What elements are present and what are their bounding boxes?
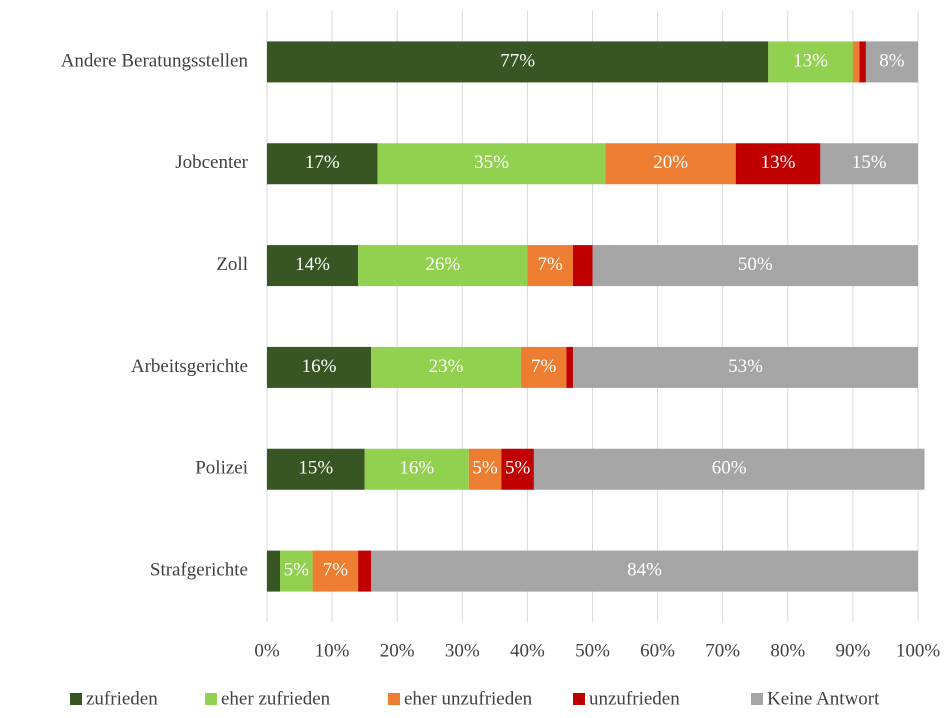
- data-label: 23%: [429, 356, 464, 377]
- data-label: 15%: [298, 458, 333, 479]
- legend-label: eher zufrieden: [221, 688, 331, 709]
- y-tick-label: Polizei: [195, 458, 248, 479]
- data-label: 7%: [323, 559, 349, 580]
- bar-segment: [852, 41, 860, 83]
- bar-segment: [358, 245, 528, 287]
- data-label: 7%: [531, 356, 557, 377]
- y-tick-label: Andere Beratungsstellen: [61, 50, 249, 71]
- bar-segment: [267, 346, 372, 388]
- data-label: 16%: [399, 458, 434, 479]
- bar-segment: [572, 346, 918, 388]
- bar-segment: [735, 143, 821, 185]
- x-tick-label: 40%: [510, 640, 545, 661]
- x-tick-label: 100%: [896, 640, 941, 661]
- x-tick-label: 50%: [575, 640, 610, 661]
- bar-segment: [572, 245, 593, 287]
- data-label: 8%: [879, 50, 905, 71]
- data-label: 5%: [505, 458, 531, 479]
- x-tick-label: 0%: [254, 640, 280, 661]
- bar-segment: [267, 143, 378, 185]
- data-label: 60%: [712, 458, 747, 479]
- bar-segment: [267, 41, 769, 83]
- legend-label: Keine Antwort: [767, 688, 880, 709]
- bar-segment: [820, 143, 918, 185]
- bar-segment: [312, 550, 359, 592]
- data-label: 17%: [305, 152, 340, 173]
- bar-segment: [377, 143, 606, 185]
- y-tick-label: Arbeitsgerichte: [131, 356, 248, 377]
- bar-segment: [468, 448, 502, 490]
- bar-segment: [533, 448, 925, 490]
- x-tick-label: 90%: [835, 640, 870, 661]
- bar-segment: [280, 550, 313, 592]
- data-label: 13%: [793, 50, 828, 71]
- data-label: 20%: [653, 152, 688, 173]
- x-tick-label: 20%: [380, 640, 415, 661]
- legend-swatch: [205, 693, 217, 705]
- legend-label: eher unzufrieden: [404, 688, 533, 709]
- bar-segment: [768, 41, 853, 83]
- legend-swatch: [70, 693, 82, 705]
- x-tick-label: 80%: [770, 640, 805, 661]
- y-tick-label: Strafgerichte: [150, 559, 248, 580]
- bar-segment: [501, 448, 534, 490]
- data-label: 84%: [627, 559, 662, 580]
- x-tick-label: 10%: [315, 640, 350, 661]
- bar-segment: [371, 346, 521, 388]
- legend-swatch: [573, 693, 585, 705]
- legend-label: zufrieden: [86, 688, 158, 709]
- data-label: 53%: [728, 356, 763, 377]
- data-label: 5%: [284, 559, 310, 580]
- bar-segment: [364, 448, 469, 490]
- bar-segment: [859, 41, 866, 83]
- x-tick-label: 60%: [640, 640, 675, 661]
- bar-segment: [605, 143, 736, 185]
- bar-segment: [371, 550, 918, 592]
- data-label: 26%: [425, 254, 460, 275]
- data-label: 13%: [761, 152, 796, 173]
- bar-segment: [358, 550, 372, 592]
- bar-segment: [865, 41, 918, 83]
- data-label: 7%: [538, 254, 564, 275]
- data-label: 5%: [472, 458, 498, 479]
- legend-label: unzufrieden: [589, 688, 680, 709]
- bar-segment: [267, 448, 365, 490]
- bar-segment: [267, 245, 359, 287]
- data-label: 14%: [295, 254, 330, 275]
- x-tick-label: 30%: [445, 640, 480, 661]
- x-tick-label: 70%: [705, 640, 740, 661]
- y-tick-label: Zoll: [216, 254, 248, 275]
- data-label: 15%: [852, 152, 887, 173]
- bar-segment: [520, 346, 567, 388]
- legend-swatch: [751, 693, 763, 705]
- data-label: 77%: [500, 50, 535, 71]
- bar-segment: [566, 346, 573, 388]
- bar-segment: [592, 245, 918, 287]
- bar-segment: [527, 245, 573, 287]
- data-label: 16%: [302, 356, 337, 377]
- data-label: 35%: [474, 152, 509, 173]
- bar-segment: [267, 550, 281, 592]
- y-tick-label: Jobcenter: [175, 152, 248, 173]
- data-label: 50%: [738, 254, 773, 275]
- legend-swatch: [388, 693, 400, 705]
